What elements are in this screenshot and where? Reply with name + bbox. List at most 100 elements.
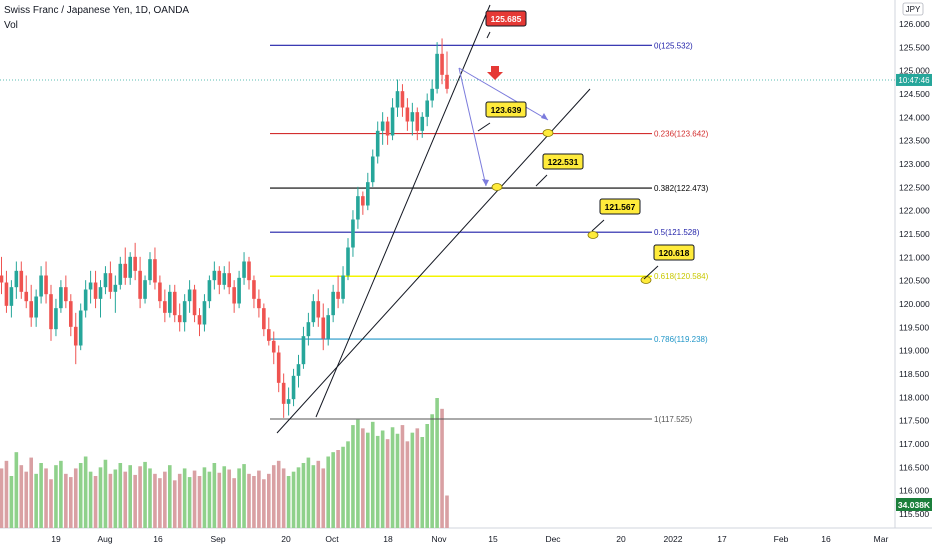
candle-body [172, 291, 177, 316]
volume-bar [64, 473, 68, 528]
candle-body [123, 263, 128, 278]
candle-body [128, 256, 132, 278]
volume-bar [301, 463, 306, 528]
current-time-label: 10:47:46 [898, 76, 930, 85]
candle-body [197, 315, 202, 325]
volume-bar [247, 473, 251, 528]
time-tick-label: 16 [153, 534, 163, 544]
volume-bar [430, 414, 434, 528]
time-tick-label: Mar [874, 534, 889, 544]
volume-bar [425, 424, 429, 528]
volume-bar [281, 468, 286, 528]
time-tick-label: 19 [51, 534, 61, 544]
candle-body [158, 282, 162, 302]
volume-bar [321, 468, 326, 528]
volume-bar [163, 471, 167, 528]
candle-body [257, 298, 261, 309]
candle-body [163, 301, 167, 313]
candle-body [430, 88, 434, 101]
candle-body [227, 273, 231, 288]
callout-pointer [591, 219, 605, 232]
candle-body [118, 263, 123, 285]
candle-body [247, 261, 251, 281]
projection-arrow-a [541, 113, 548, 120]
price-tick-label: 121.500 [899, 229, 930, 239]
volume-bar [207, 471, 212, 528]
callout-label: 125.685 [491, 14, 522, 24]
candle-body [296, 364, 301, 376]
volume-bar [118, 463, 123, 528]
symbol-title: Swiss Franc / Japanese Yen, 1D, OANDA [4, 5, 190, 16]
candle-body [390, 107, 395, 136]
volume-bar [222, 466, 227, 528]
volume-bar [445, 495, 449, 528]
volume-bar [59, 460, 63, 528]
volume-bar [316, 460, 321, 528]
price-marker [491, 183, 503, 191]
candle-body [405, 107, 410, 122]
candle-body [103, 273, 108, 288]
volume-bar [69, 477, 73, 528]
candle-body [78, 310, 83, 346]
candle-body [168, 291, 172, 313]
price-tick-label: 125.500 [899, 42, 930, 52]
volume-bar [262, 479, 266, 528]
fib-level-label: 0.236(123.642) [654, 130, 709, 139]
candle-body [69, 301, 73, 327]
candle-body [356, 196, 360, 220]
candle-body [242, 261, 246, 278]
candle-body [192, 289, 197, 316]
price-tick-label: 120.000 [899, 299, 930, 309]
time-tick-label: 15 [488, 534, 498, 544]
fib-level-label: 0(125.532) [654, 41, 693, 50]
candle-body [286, 399, 291, 404]
volume-bar [143, 461, 147, 528]
volume-bar [366, 432, 370, 528]
steep-trend-line [315, 4, 491, 418]
volume-bar [385, 439, 390, 528]
volume-bar [267, 473, 271, 528]
volume-bar [113, 469, 118, 528]
volume-bar [415, 428, 420, 528]
currency-box [902, 2, 924, 16]
callout-box [542, 153, 584, 170]
time-tick-label: 17 [717, 534, 727, 544]
volume-bar [177, 473, 182, 528]
candle-body [88, 282, 93, 290]
volume-bar [44, 468, 48, 528]
volume-bar [257, 470, 261, 528]
candle-body [336, 291, 340, 299]
callout-label: 122.531 [548, 157, 579, 167]
time-tick-label: 20 [616, 534, 626, 544]
candle-body [301, 336, 306, 365]
volume-bar [83, 456, 88, 528]
price-tick-label: 125.000 [899, 66, 930, 76]
volume-bars [0, 398, 449, 528]
candle-body [177, 315, 182, 323]
candle-body [98, 287, 103, 299]
candle-body [143, 280, 147, 299]
callout-box [653, 244, 695, 261]
candle-body [281, 382, 286, 404]
callout-box [485, 101, 527, 118]
candle-body [341, 275, 345, 299]
fib-level-label: 0.382(122.473) [654, 184, 709, 193]
callout-label: 121.567 [605, 202, 636, 212]
candle-body [232, 287, 236, 304]
projection-line-b [458, 67, 487, 187]
volume-bar [410, 432, 415, 528]
volume-label: Vol [4, 20, 18, 31]
candle-body [415, 112, 420, 131]
volume-bar [9, 476, 14, 528]
candle-body [395, 91, 400, 108]
time-tick-label: 18 [383, 534, 393, 544]
volume-bar [390, 427, 395, 528]
candle-body [138, 270, 142, 299]
candle-body [29, 301, 33, 318]
fib-levels: 0(125.532) 0.236(123.642) 0.382(122.473) 0.… [270, 41, 709, 424]
candle-body [44, 275, 48, 295]
candle-body [425, 100, 429, 117]
price-tick-label: 122.000 [899, 206, 930, 216]
candle-body [153, 259, 157, 283]
